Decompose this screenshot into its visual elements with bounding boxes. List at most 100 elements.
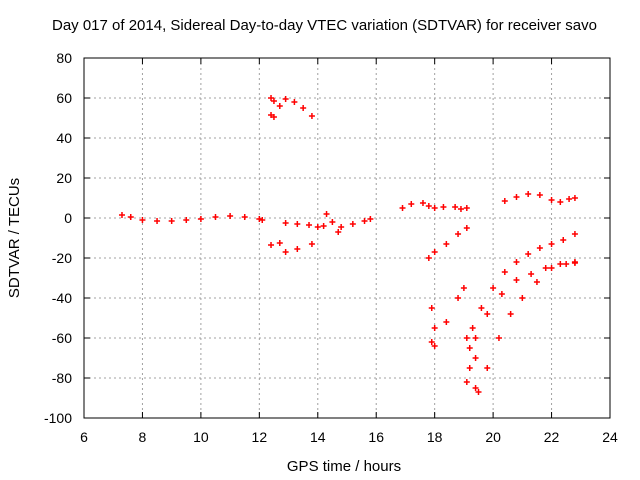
data-point bbox=[338, 224, 345, 230]
data-point bbox=[282, 220, 289, 226]
data-point bbox=[533, 279, 540, 285]
data-point bbox=[335, 229, 342, 235]
data-point bbox=[212, 214, 219, 220]
data-point bbox=[367, 216, 374, 222]
data-point bbox=[306, 222, 313, 228]
x-tick-label: 18 bbox=[427, 429, 443, 445]
data-point bbox=[408, 201, 415, 207]
y-tick-label: 40 bbox=[56, 130, 72, 146]
data-point bbox=[525, 251, 532, 257]
y-tick-label: 60 bbox=[56, 90, 72, 106]
data-point bbox=[320, 223, 327, 229]
data-point bbox=[308, 113, 315, 119]
data-point bbox=[440, 204, 447, 210]
x-tick-label: 8 bbox=[139, 429, 147, 445]
data-point bbox=[513, 259, 520, 265]
data-point bbox=[197, 216, 204, 222]
axis-ticks: 6 8 10 12 14 16 18 20 22 24 -100 -80 -60 -40 -20 0 20 40 6… bbox=[44, 50, 618, 445]
y-tick-label: 80 bbox=[56, 50, 72, 66]
y-tick-label: -40 bbox=[52, 290, 72, 306]
data-point bbox=[542, 265, 549, 271]
data-point bbox=[513, 194, 520, 200]
data-point bbox=[452, 204, 459, 210]
data-point bbox=[563, 261, 570, 267]
data-point bbox=[139, 217, 146, 223]
data-point bbox=[323, 211, 330, 217]
data-point bbox=[498, 291, 505, 297]
data-point bbox=[525, 191, 532, 197]
data-points bbox=[118, 95, 578, 395]
data-point bbox=[282, 249, 289, 255]
data-point bbox=[431, 343, 438, 349]
data-point bbox=[571, 259, 578, 265]
data-point bbox=[472, 335, 479, 341]
x-axis-label: GPS time / hours bbox=[287, 458, 401, 475]
data-point bbox=[431, 325, 438, 331]
plot-frame bbox=[83, 57, 611, 419]
data-point bbox=[329, 219, 336, 225]
y-tick-label: 0 bbox=[64, 210, 72, 226]
data-point bbox=[475, 389, 482, 395]
data-point bbox=[490, 285, 497, 291]
grid-lines bbox=[84, 58, 610, 418]
data-point bbox=[241, 214, 248, 220]
data-point bbox=[455, 295, 462, 301]
data-point bbox=[276, 240, 283, 246]
y-tick-label: 20 bbox=[56, 170, 72, 186]
data-point bbox=[566, 196, 573, 202]
data-point bbox=[276, 103, 283, 109]
data-point bbox=[268, 95, 275, 101]
data-point bbox=[495, 335, 502, 341]
data-point bbox=[484, 365, 491, 371]
x-tick-label: 14 bbox=[310, 429, 326, 445]
data-point bbox=[507, 311, 514, 317]
data-point bbox=[548, 241, 555, 247]
data-point bbox=[463, 335, 470, 341]
data-point bbox=[425, 203, 432, 209]
x-tick-label: 10 bbox=[193, 429, 209, 445]
data-point bbox=[472, 385, 479, 391]
data-point bbox=[536, 245, 543, 251]
data-point bbox=[501, 198, 508, 204]
data-point bbox=[560, 237, 567, 243]
y-tick-label: -80 bbox=[52, 370, 72, 386]
data-point bbox=[361, 218, 368, 224]
data-point bbox=[513, 277, 520, 283]
data-point bbox=[300, 105, 307, 111]
x-tick-label: 20 bbox=[485, 429, 501, 445]
y-tick-label: -20 bbox=[52, 250, 72, 266]
data-point bbox=[466, 345, 473, 351]
x-tick-label: 6 bbox=[80, 429, 88, 445]
data-point bbox=[183, 217, 190, 223]
data-point bbox=[270, 114, 277, 120]
data-point bbox=[455, 231, 462, 237]
data-point bbox=[457, 206, 464, 212]
data-point bbox=[548, 265, 555, 271]
data-point bbox=[227, 213, 234, 219]
x-tick-label: 24 bbox=[602, 429, 618, 445]
y-axis-label: SDTVAR / TECUs bbox=[6, 178, 23, 298]
data-point bbox=[472, 355, 479, 361]
data-point bbox=[557, 199, 564, 205]
data-point bbox=[431, 249, 438, 255]
data-point bbox=[571, 231, 578, 237]
data-point bbox=[528, 271, 535, 277]
data-point bbox=[425, 255, 432, 261]
data-point bbox=[478, 305, 485, 311]
data-point bbox=[168, 218, 175, 224]
data-point bbox=[294, 221, 301, 227]
data-point bbox=[154, 218, 161, 224]
data-point bbox=[557, 261, 564, 267]
y-tick-label: -60 bbox=[52, 330, 72, 346]
data-point bbox=[118, 212, 125, 218]
data-point bbox=[294, 246, 301, 252]
data-point bbox=[466, 365, 473, 371]
data-point bbox=[282, 96, 289, 102]
data-point bbox=[314, 224, 321, 230]
data-point bbox=[469, 325, 476, 331]
data-point bbox=[428, 305, 435, 311]
data-point bbox=[536, 192, 543, 198]
data-point bbox=[463, 379, 470, 385]
data-point bbox=[431, 205, 438, 211]
